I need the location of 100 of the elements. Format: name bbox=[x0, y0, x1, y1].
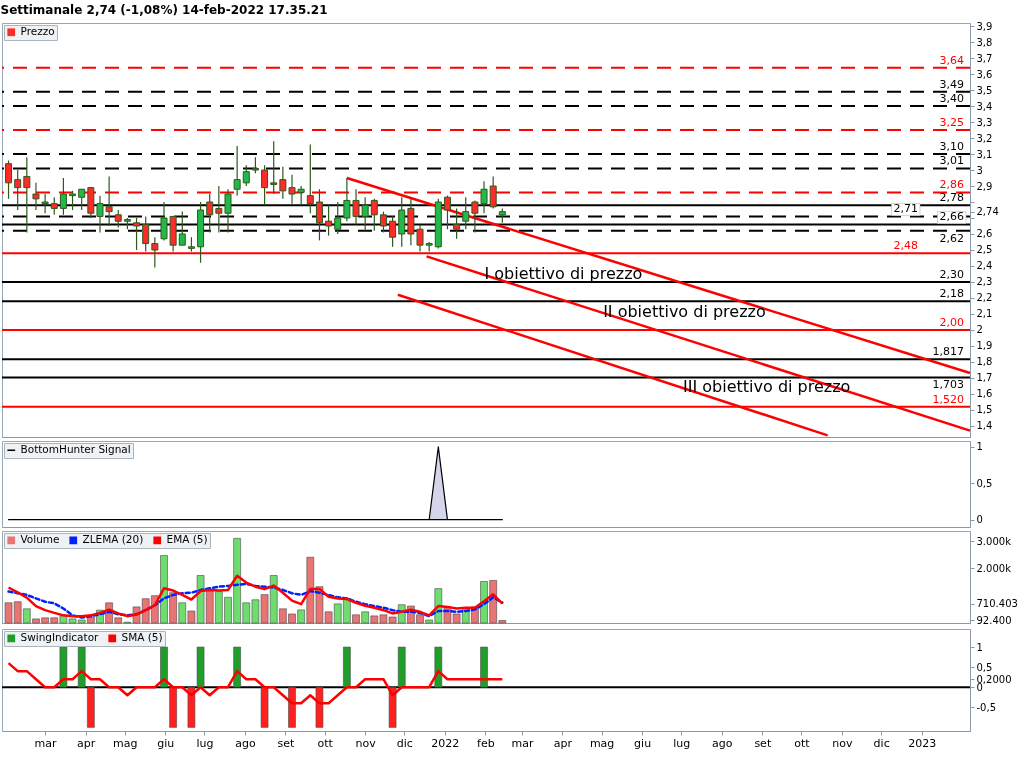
y-tick-label: 2,2 bbox=[976, 292, 993, 304]
y-tick-label: 1 bbox=[976, 641, 983, 653]
candlestick bbox=[443, 195, 451, 230]
y-tick-label: 2.000k bbox=[976, 562, 1012, 574]
ref-line-label: 1,520 bbox=[932, 392, 964, 406]
legend-label: SMA (5) bbox=[121, 631, 163, 644]
ref-line-label: 3,40 bbox=[939, 92, 964, 106]
y-tick-label: 1,6 bbox=[976, 388, 993, 400]
candlestick bbox=[398, 196, 406, 248]
candlestick bbox=[297, 185, 305, 206]
candlestick bbox=[5, 159, 13, 200]
candlestick bbox=[233, 145, 241, 197]
y-tick-label: 3,4 bbox=[976, 100, 993, 112]
y-tick-label: 3,8 bbox=[976, 36, 993, 48]
x-tick-label: nov bbox=[355, 736, 377, 750]
y-tick-label: -0,5 bbox=[976, 701, 997, 713]
candlestick bbox=[59, 177, 67, 216]
x-tick-label: nov bbox=[832, 736, 854, 750]
line-series bbox=[7, 661, 504, 705]
candlestick bbox=[206, 193, 214, 233]
y-tick-label: 2,3 bbox=[976, 276, 993, 288]
x-tick-label: apr bbox=[553, 736, 573, 750]
y-tick-label: 2,5 bbox=[976, 244, 993, 256]
x-tick-label: giu bbox=[157, 736, 175, 750]
candlestick bbox=[261, 164, 269, 206]
candlestick bbox=[389, 215, 397, 248]
candlestick bbox=[14, 169, 22, 211]
x-tick-label: apr bbox=[76, 736, 96, 750]
y-tick-label: 2,1 bbox=[976, 308, 993, 320]
y-tick-label: 2,74 bbox=[976, 206, 999, 218]
candlestick bbox=[462, 196, 470, 230]
candlestick bbox=[178, 211, 186, 246]
y-tick-label: 3,3 bbox=[976, 116, 993, 128]
y-tick-label: 3,6 bbox=[976, 68, 993, 80]
candlestick bbox=[41, 193, 49, 214]
y-tick-label: 3,7 bbox=[976, 52, 993, 64]
line-series bbox=[7, 582, 504, 619]
y-tick-label: 0,5 bbox=[976, 477, 993, 489]
y-tick-label: 2 bbox=[976, 324, 983, 336]
chart-title: Settimanale 2,74 (-1,08%) 14-feb-2022 17.35.21 bbox=[0, 2, 328, 17]
legend-label: EMA (5) bbox=[166, 533, 208, 546]
y-tick-label: 3,5 bbox=[976, 84, 993, 96]
candlestick bbox=[142, 215, 150, 253]
candlestick bbox=[334, 201, 342, 235]
x-tick-label: ago bbox=[712, 736, 733, 750]
candlestick bbox=[151, 236, 159, 269]
line-series bbox=[7, 574, 504, 618]
legend-label: SwingIndicator bbox=[20, 631, 100, 644]
x-tick-label: giu bbox=[634, 736, 652, 750]
ref-line-label: 1,703 bbox=[932, 378, 964, 392]
y-tick-label: 0,5 bbox=[976, 661, 993, 673]
x-tick-label: set bbox=[277, 736, 296, 750]
ref-line-label: 2,66 bbox=[939, 210, 964, 224]
candlestick bbox=[133, 217, 141, 251]
ref-line-label: 3,25 bbox=[939, 116, 964, 130]
x-tick-label: mag bbox=[113, 736, 138, 750]
y-tick-label: 1,5 bbox=[976, 404, 993, 416]
x-tick-label: mar bbox=[34, 736, 58, 750]
x-tick-label: ago bbox=[235, 736, 256, 750]
candlestick bbox=[379, 211, 387, 233]
ref-line-label: 3,10 bbox=[939, 140, 964, 154]
ref-line-label: 2,78 bbox=[939, 191, 964, 205]
ref-line-label: 2,18 bbox=[939, 287, 964, 301]
ref-line-label: 3,01 bbox=[939, 154, 964, 168]
y-tick-label: 0,2000 bbox=[976, 673, 1012, 685]
candlestick bbox=[23, 156, 31, 233]
ref-line-label: 2,71 bbox=[893, 202, 918, 216]
candlestick bbox=[78, 188, 86, 211]
y-tick-label: 3,9 bbox=[976, 20, 993, 32]
legend-label: BottomHunter Signal bbox=[20, 443, 131, 456]
x-tick-label: 2023 bbox=[908, 736, 937, 750]
y-tick-label: 1,4 bbox=[976, 420, 993, 432]
candlestick bbox=[242, 164, 250, 187]
y-tick-label: 710.403 bbox=[976, 598, 1018, 610]
candlestick bbox=[453, 207, 461, 240]
y-tick-label: 1,8 bbox=[976, 356, 993, 368]
y-tick-label: 3.000k bbox=[976, 535, 1012, 547]
legend-label: Prezzo bbox=[20, 25, 55, 38]
y-tick-label: 0 bbox=[976, 514, 983, 526]
x-tick-label: dic bbox=[873, 736, 890, 750]
legend-label: Volume bbox=[20, 533, 60, 546]
candlestick bbox=[325, 204, 333, 237]
x-tick-label: dic bbox=[396, 736, 413, 750]
ref-line-label: 2,00 bbox=[939, 315, 964, 329]
y-tick-label: 2,6 bbox=[976, 228, 993, 240]
x-tick-label: 2022 bbox=[431, 736, 460, 750]
candlestick bbox=[69, 190, 77, 211]
annotation: I obiettivo di prezzo bbox=[484, 264, 643, 284]
y-tick-label: 92.400 bbox=[976, 614, 1012, 626]
x-tick-label: lug bbox=[196, 736, 214, 750]
y-tick-label: 1 bbox=[976, 441, 983, 453]
x-tick-label: ott bbox=[317, 736, 334, 750]
candlestick bbox=[270, 140, 278, 195]
x-tick-label: feb bbox=[477, 736, 495, 750]
y-tick-label: 3 bbox=[976, 164, 983, 176]
y-tick-label: 1,7 bbox=[976, 372, 993, 384]
ref-line-label: 2,48 bbox=[893, 239, 918, 253]
y-tick-label: 3,1 bbox=[976, 148, 993, 160]
candlestick bbox=[315, 188, 323, 241]
y-tick-label: 1,9 bbox=[976, 340, 993, 352]
